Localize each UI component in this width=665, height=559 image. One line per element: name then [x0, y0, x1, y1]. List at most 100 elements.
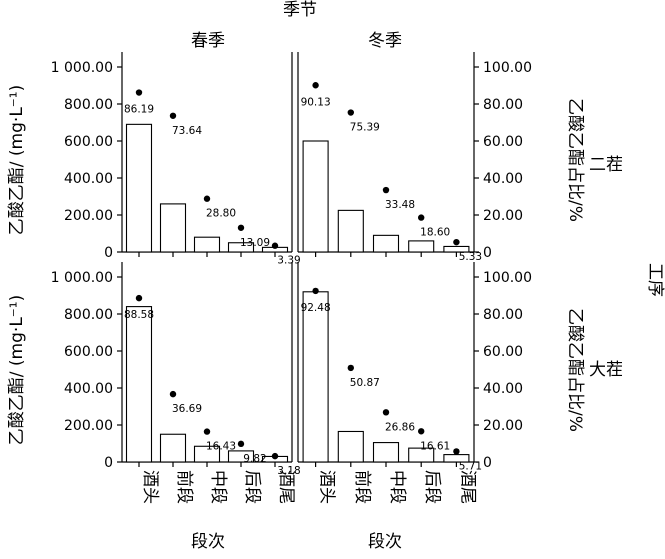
percent-point: [169, 112, 177, 119]
panel-2-ytick-left-label: 0: [104, 455, 113, 471]
percent-data-label: 28.80: [206, 208, 236, 220]
y-axis-label-left-bottom: 乙酸乙酯/ (mg·L⁻¹): [7, 295, 27, 445]
row-label-dacha: 大茬: [589, 360, 623, 380]
percent-point: [312, 287, 319, 295]
panel-3-ytick-right-label: 0: [483, 455, 492, 471]
percent-data-label: 88.58: [124, 309, 154, 321]
percent-data-label: 33.48: [385, 199, 415, 211]
percent-point: [271, 452, 279, 460]
percent-point: [237, 224, 245, 231]
bar: [337, 430, 364, 463]
x-axis-label-spring: 段次: [191, 532, 225, 552]
x-tick-label: 酒头: [317, 470, 337, 504]
chart-title: 季节: [283, 0, 317, 20]
percent-data-label: 92.48: [301, 302, 331, 314]
percent-point: [135, 89, 143, 96]
panel-3-ytick-right-label: 80.00: [483, 307, 523, 323]
row-axis-label: 工序: [645, 263, 665, 297]
bar: [193, 236, 221, 253]
percent-data-label: 5.71: [459, 460, 482, 472]
percent-point: [382, 186, 390, 194]
percent-point: [203, 428, 211, 435]
panel-0-ytick-left-label: 0: [104, 245, 113, 261]
bar: [372, 442, 400, 463]
percent-point: [237, 440, 245, 448]
percent-data-label: 73.64: [172, 125, 202, 137]
panel-0-ytick-left-label: 200.00: [64, 208, 113, 224]
x-tick-label: 前段: [352, 470, 372, 504]
x-tick-label: 酒头: [140, 470, 160, 504]
bar: [372, 234, 400, 253]
panel-1-ytick-right-label: 100.00: [483, 60, 532, 76]
panel-1-ytick-right-label: 20.00: [483, 208, 523, 224]
column-label-winter: 冬季: [368, 31, 402, 51]
percent-data-label: 26.86: [385, 421, 415, 433]
column-label-spring: 春季: [191, 31, 225, 51]
x-tick-label: 酒尾: [276, 470, 296, 504]
percent-point: [203, 195, 211, 202]
percent-data-label: 3.39: [277, 255, 300, 267]
x-tick-label: 前段: [174, 470, 194, 504]
panel-2-ytick-left-label: 200.00: [64, 418, 113, 434]
percent-point: [135, 294, 143, 302]
percent-data-label: 13.09: [240, 237, 270, 249]
y-axis-label-right-top: 乙酸乙酯占比/%: [565, 98, 585, 222]
x-tick-label: 后段: [422, 470, 442, 504]
percent-data-label: 9.82: [243, 453, 266, 465]
panels-group: 0 200.00 400.00 600.00 800.00 1 000.00 86.19 73…: [51, 52, 532, 504]
x-tick-label: 中段: [387, 470, 407, 504]
panel-1-ytick-right-label: 0: [483, 245, 492, 261]
bar: [125, 306, 153, 463]
percent-point: [347, 364, 354, 372]
percent-data-label: 36.69: [172, 403, 202, 415]
panel-0-ytick-left-label: 800.00: [64, 97, 113, 113]
percent-data-label: 18.60: [420, 227, 450, 239]
x-tick-label: 酒尾: [457, 470, 477, 504]
percent-point: [312, 82, 319, 89]
panel-3-ytick-right-label: 100.00: [483, 270, 532, 286]
panel-1-ytick-right-label: 40.00: [483, 171, 523, 187]
percent-point: [453, 448, 460, 455]
panel-3-ytick-right-label: 40.00: [483, 381, 523, 397]
percent-point: [271, 242, 279, 249]
percent-data-label: 16.43: [206, 441, 236, 453]
panel-0-ytick-left-label: 600.00: [64, 134, 113, 150]
x-tick-label: 后段: [242, 470, 262, 504]
panel-2-ytick-left-label: 600.00: [64, 344, 113, 360]
y-axis-label-left-top: 乙酸乙酯/ (mg·L⁻¹): [7, 85, 27, 235]
panel-2-ytick-left-label: 1 000.00: [51, 270, 113, 286]
percent-data-label: 16.61: [420, 440, 450, 452]
percent-data-label: 3.18: [277, 465, 300, 477]
panel-3-ytick-right-label: 20.00: [483, 418, 523, 434]
bar: [159, 203, 187, 253]
panel-1-ytick-right-label: 80.00: [483, 97, 523, 113]
percent-point: [382, 409, 390, 416]
percent-point: [347, 109, 354, 116]
bar: [159, 433, 187, 463]
panel-0-ytick-left-label: 400.00: [64, 171, 113, 187]
panel-2-ytick-left-label: 400.00: [64, 381, 113, 397]
percent-point: [169, 390, 177, 398]
bar: [337, 209, 364, 253]
x-axis-label-winter: 段次: [368, 532, 402, 552]
percent-point: [418, 214, 425, 221]
percent-data-label: 90.13: [301, 96, 331, 108]
panel-1-ytick-right-label: 60.00: [483, 134, 523, 150]
panel-3-ytick-right-label: 60.00: [483, 344, 523, 360]
panel-2-ytick-left-label: 800.00: [64, 307, 113, 323]
panel-0-ytick-left-label: 1 000.00: [51, 60, 113, 76]
x-tick-label: 中段: [208, 470, 228, 504]
y-axis-label-right-bottom: 乙酸乙酯占比/%: [565, 308, 585, 432]
percent-data-label: 86.19: [124, 104, 154, 116]
percent-data-label: 75.39: [350, 122, 380, 134]
percent-data-label: 50.87: [350, 377, 380, 389]
percent-data-label: 5.33: [459, 251, 482, 263]
bar: [302, 140, 329, 253]
bar: [125, 123, 153, 253]
bar: [302, 291, 329, 463]
percent-point: [418, 428, 425, 435]
bar: [408, 240, 435, 253]
row-label-ercha: 二茬: [589, 155, 623, 175]
